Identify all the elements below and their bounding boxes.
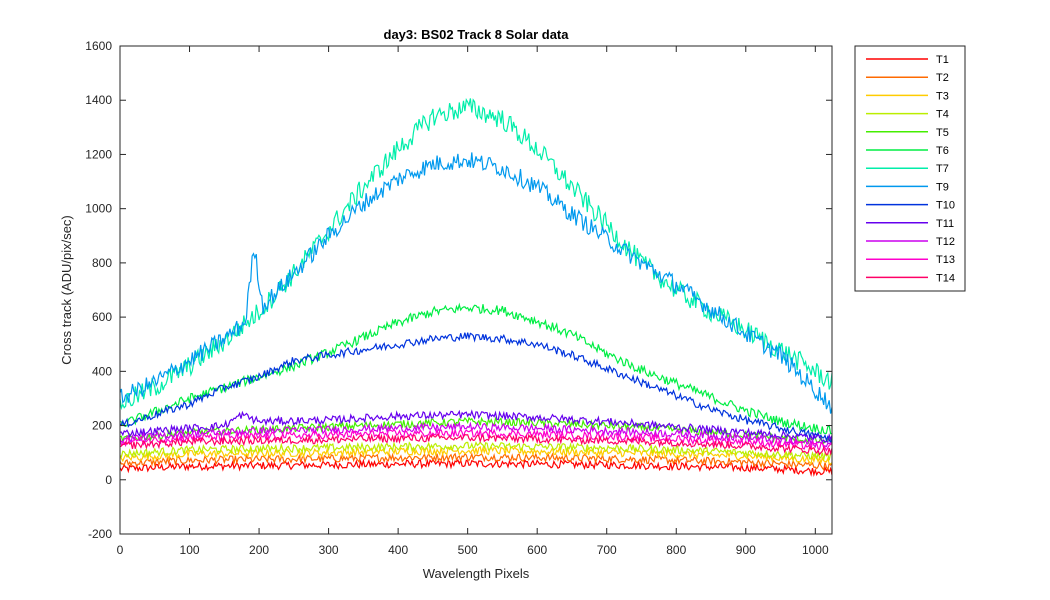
series-line-t14 [119,433,833,456]
legend-label-t2: T2 [936,72,949,84]
y-tick-label: 1600 [85,39,112,53]
x-tick-label: 100 [180,543,200,557]
chart-title: day3: BS02 Track 8 Solar data [384,27,570,42]
legend-label-t6: T6 [936,145,949,157]
legend-label-t1: T1 [936,54,949,66]
series-line-t4 [119,441,833,461]
y-tick-label: 1400 [85,93,112,107]
y-tick-label: 0 [105,473,112,487]
y-tick-label: 800 [92,256,112,270]
legend-label-t7: T7 [936,163,949,175]
plot-frame [119,45,833,535]
x-tick-label: 0 [117,543,124,557]
legend-label-t14: T14 [936,272,955,284]
legend-label-t13: T13 [936,254,955,266]
legend-items: T1 T2 T3 T4 T5 T6 T7 T9 T10 T11 T12 T13 T14 [866,54,955,284]
x-axis-label: Wavelength Pixels [423,566,530,581]
series-line-t11 [120,409,833,444]
y-tick-label: 200 [92,419,112,433]
series-line-t9 [119,152,833,414]
x-tick-label: 300 [319,543,339,557]
series-layer [119,98,833,477]
legend-label-t10: T10 [936,200,955,212]
y-axis-label: Cross track (ADU/pix/sec) [59,215,74,365]
series-line-t2 [119,452,833,472]
y-tick-label: 600 [92,310,112,324]
series-line-t12 [119,421,833,450]
ticks-layer: 0 100 200 300 400 500 600 700 800 900 1000 -200 0 200… [85,39,832,557]
y-tick-label: -200 [88,527,112,541]
series-line-t13 [119,428,833,452]
legend-label-t4: T4 [936,109,949,121]
x-tick-label: 1000 [802,543,829,557]
series-line-t7 [119,98,833,411]
series-line-t10 [119,332,833,445]
x-tick-label: 200 [249,543,269,557]
x-tick-label: 900 [736,543,756,557]
x-tick-label: 800 [666,543,686,557]
y-tick-label: 400 [92,364,112,378]
x-tick-label: 500 [458,543,478,557]
legend-label-t12: T12 [936,236,955,248]
legend: T1 T2 T3 T4 T5 T6 T7 T9 T10 T11 T12 T13 T14 [854,45,966,292]
y-tick-label: 1200 [85,147,112,161]
x-tick-label: 600 [527,543,547,557]
series-line-t1 [119,458,833,477]
legend-label-t3: T3 [936,90,949,102]
series-line-t5 [119,416,833,446]
y-tick-label: 1000 [85,202,112,216]
legend-label-t11: T11 [936,218,954,230]
legend-label-t5: T5 [936,127,949,139]
legend-label-t9: T9 [936,181,949,193]
series-line-t3 [119,445,833,465]
x-tick-label: 400 [388,543,408,557]
x-tick-label: 700 [597,543,617,557]
